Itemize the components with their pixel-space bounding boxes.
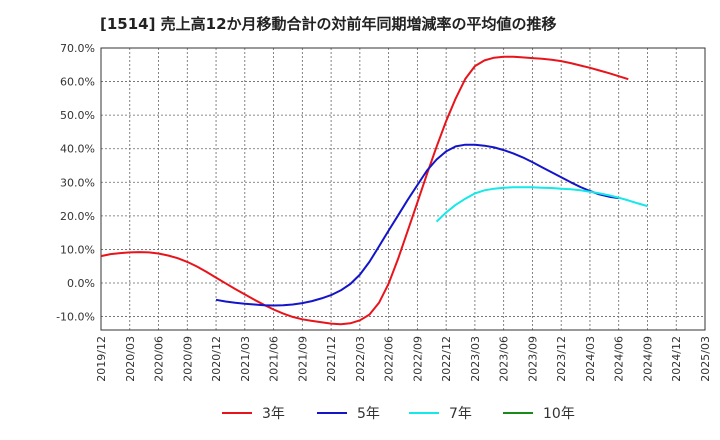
x-tick-label: 2020/12	[210, 336, 223, 382]
x-tick-label: 2020/06	[153, 336, 166, 382]
legend-label-1: 5年	[357, 406, 380, 422]
x-tick-label: 2022/09	[411, 336, 424, 382]
x-tick-label: 2023/09	[526, 336, 539, 382]
x-tick-label: 2021/12	[325, 336, 338, 382]
x-tick-label: 2024/12	[670, 336, 683, 382]
x-tick-label: 2022/12	[440, 336, 453, 382]
x-tick-label: 2023/03	[469, 336, 482, 382]
y-tick-label: 10.0%	[60, 243, 95, 256]
x-tick-label: 2024/03	[584, 336, 597, 382]
x-tick-label: 2025/03	[699, 336, 712, 382]
y-tick-label: 30.0%	[60, 176, 95, 189]
x-tick-label: 2021/03	[239, 336, 252, 382]
y-tick-label: 50.0%	[60, 109, 95, 122]
y-tick-label: 60.0%	[60, 76, 95, 89]
x-tick-label: 2020/09	[181, 336, 194, 382]
plot-border	[100, 47, 706, 331]
series-line-0	[100, 55, 629, 326]
x-tick-label: 2022/06	[383, 336, 396, 382]
x-tick-label: 2022/03	[354, 336, 367, 382]
plot-area	[101, 48, 705, 330]
x-tick-label: 2021/06	[268, 336, 281, 382]
y-tick-label: 40.0%	[60, 143, 95, 156]
x-tick-label: 2019/12	[95, 336, 108, 382]
x-tick-label: 2023/06	[498, 336, 511, 382]
x-tick-label: 2021/09	[296, 336, 309, 382]
legend-label-3: 10年	[543, 406, 575, 422]
y-tick-label: 20.0%	[60, 210, 95, 223]
x-tick-label: 2024/06	[613, 336, 626, 382]
series-line-2	[435, 186, 648, 223]
y-tick-label: -10.0%	[56, 311, 95, 324]
x-tick-label: 2023/12	[555, 336, 568, 382]
legend-label-0: 3年	[262, 406, 285, 422]
chart-title: [1514] 売上高12か月移動合計の対前年同期増減率の平均値の推移	[100, 15, 557, 33]
y-tick-label: 0.0%	[67, 277, 95, 290]
series-line-1	[215, 143, 619, 307]
legend-label-2: 7年	[449, 406, 472, 422]
y-tick-label: 70.0%	[60, 42, 95, 55]
x-tick-label: 2020/03	[124, 336, 137, 382]
x-tick-label: 2024/09	[641, 336, 654, 382]
